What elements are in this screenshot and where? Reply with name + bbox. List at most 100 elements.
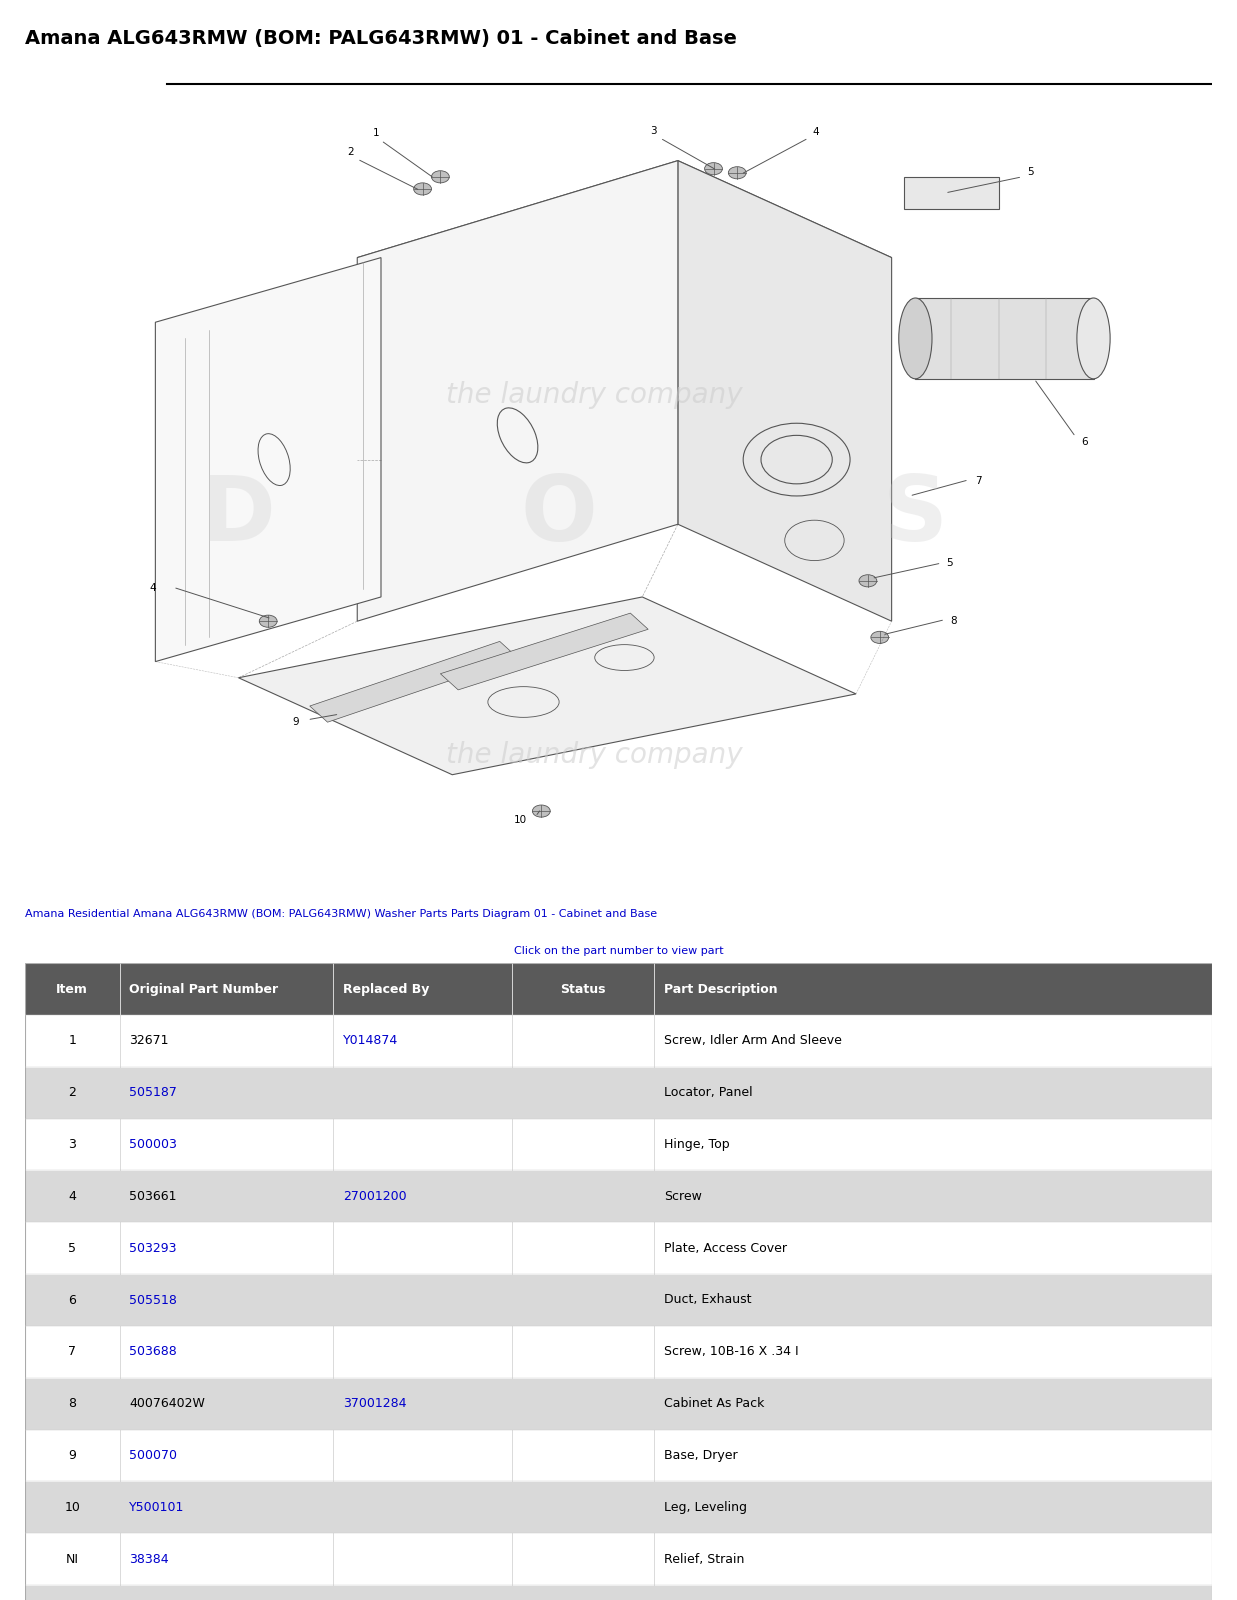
Text: 2: 2 (68, 1086, 77, 1099)
Text: 38384: 38384 (129, 1552, 169, 1565)
Polygon shape (239, 597, 856, 774)
Bar (25, 1067, 120, 1118)
Bar (25, 1533, 120, 1586)
Text: 40076402W: 40076402W (129, 1397, 205, 1410)
Text: Part Description: Part Description (663, 982, 777, 995)
Ellipse shape (858, 574, 877, 587)
Bar (512, 1274, 654, 1326)
Bar (334, 1171, 512, 1222)
Bar (120, 1586, 334, 1600)
Text: Leg, Leveling: Leg, Leveling (663, 1501, 747, 1514)
Bar (512, 1067, 654, 1118)
Bar (25, 1274, 120, 1326)
Bar (654, 1222, 1212, 1274)
Text: Hinge, Top: Hinge, Top (663, 1138, 730, 1150)
Bar (334, 1067, 512, 1118)
Bar (512, 1171, 654, 1222)
Text: Original Part Number: Original Part Number (129, 982, 278, 995)
Bar (120, 1378, 334, 1429)
Ellipse shape (260, 614, 277, 627)
Text: NI: NI (66, 1552, 79, 1565)
Bar (25, 1222, 120, 1274)
Text: 10: 10 (515, 816, 527, 826)
Bar (654, 1326, 1212, 1378)
Text: Y014874: Y014874 (343, 1035, 398, 1048)
Bar (512, 1586, 654, 1600)
Ellipse shape (871, 632, 888, 643)
Bar (334, 1429, 512, 1482)
Ellipse shape (432, 171, 449, 182)
Text: 5: 5 (946, 558, 952, 568)
Polygon shape (309, 642, 517, 722)
Bar (915, 298, 1094, 379)
Bar (654, 1586, 1212, 1600)
Bar (334, 1533, 512, 1586)
Bar (654, 1067, 1212, 1118)
Bar (334, 1118, 512, 1171)
Bar (512, 1222, 654, 1274)
Text: 4: 4 (68, 1190, 77, 1203)
Bar (334, 1222, 512, 1274)
Text: 9: 9 (68, 1450, 77, 1462)
Text: S: S (883, 472, 948, 560)
Text: 3: 3 (651, 126, 657, 136)
Bar (512, 963, 654, 1014)
Bar (120, 1222, 334, 1274)
Text: 1: 1 (68, 1035, 77, 1048)
Bar (512, 1482, 654, 1533)
Bar (120, 1014, 334, 1067)
Text: 6: 6 (68, 1293, 77, 1307)
Bar (654, 963, 1212, 1014)
Ellipse shape (532, 805, 550, 818)
Bar (654, 1533, 1212, 1586)
Text: 32671: 32671 (129, 1035, 168, 1048)
Text: O: O (521, 472, 597, 560)
Text: 9: 9 (292, 717, 298, 726)
Polygon shape (903, 176, 998, 210)
Bar (120, 1326, 334, 1378)
Text: 8: 8 (68, 1397, 77, 1410)
Text: 8: 8 (950, 616, 956, 626)
Text: Click on the part number to view part: Click on the part number to view part (513, 946, 724, 955)
Text: D: D (202, 472, 276, 560)
Text: 500003: 500003 (129, 1138, 177, 1150)
Polygon shape (678, 160, 892, 621)
Text: 503661: 503661 (129, 1190, 177, 1203)
Bar (25, 1326, 120, 1378)
Text: 500070: 500070 (129, 1450, 177, 1462)
Text: 7: 7 (68, 1346, 77, 1358)
Text: Base, Dryer: Base, Dryer (663, 1450, 737, 1462)
Text: Amana ALG643RMW (BOM: PALG643RMW) 01 - Cabinet and Base: Amana ALG643RMW (BOM: PALG643RMW) 01 - C… (25, 29, 736, 48)
Bar (120, 1171, 334, 1222)
Bar (654, 1014, 1212, 1067)
Ellipse shape (705, 163, 722, 174)
Bar (25, 1429, 120, 1482)
Bar (120, 1429, 334, 1482)
Polygon shape (156, 258, 381, 662)
Bar (120, 1067, 334, 1118)
Bar (120, 1533, 334, 1586)
Text: Duct, Exhaust: Duct, Exhaust (663, 1293, 751, 1307)
Bar (512, 1533, 654, 1586)
Bar (512, 1326, 654, 1378)
Text: Status: Status (560, 982, 606, 995)
Text: Screw: Screw (663, 1190, 701, 1203)
Text: Item: Item (57, 982, 88, 995)
Text: 3: 3 (68, 1138, 77, 1150)
Polygon shape (357, 160, 892, 355)
Text: 6: 6 (1081, 437, 1089, 446)
Bar (120, 1118, 334, 1171)
Bar (25, 1378, 120, 1429)
Bar (334, 1586, 512, 1600)
Text: Screw, Idler Arm And Sleeve: Screw, Idler Arm And Sleeve (663, 1035, 841, 1048)
Bar (334, 1274, 512, 1326)
Text: Screw, 10B-16 X .34 I: Screw, 10B-16 X .34 I (663, 1346, 798, 1358)
Text: 505518: 505518 (129, 1293, 177, 1307)
Ellipse shape (729, 166, 746, 179)
Text: 37001284: 37001284 (343, 1397, 407, 1410)
Bar (25, 1482, 120, 1533)
Bar (25, 1118, 120, 1171)
Bar (512, 1118, 654, 1171)
Text: Amana Residential Amana ALG643RMW (BOM: PALG643RMW) Washer Parts Parts Diagram 0: Amana Residential Amana ALG643RMW (BOM: … (25, 909, 657, 920)
Bar (120, 963, 334, 1014)
